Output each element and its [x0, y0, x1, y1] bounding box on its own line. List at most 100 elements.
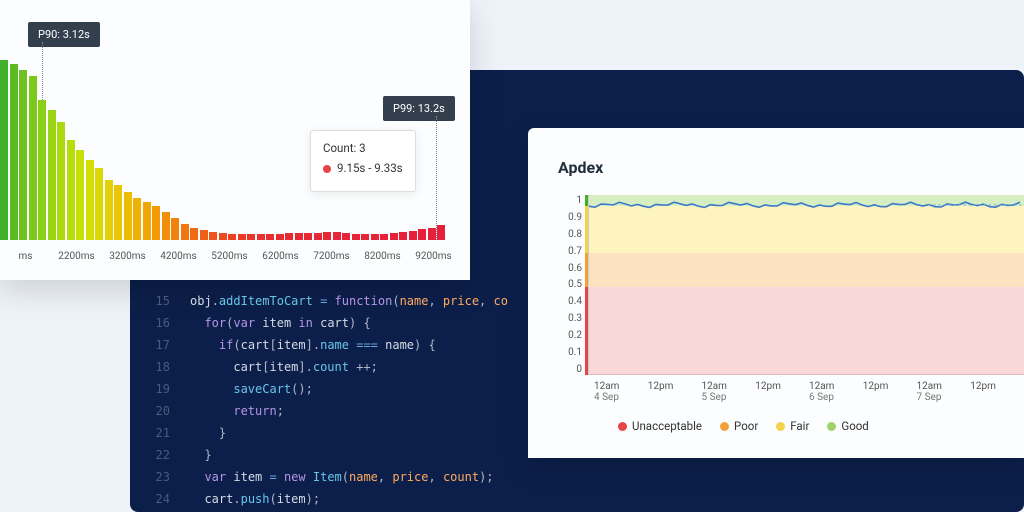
histogram-bar[interactable] [247, 234, 255, 240]
histogram-bar[interactable] [238, 234, 246, 240]
histogram-bar[interactable] [76, 150, 84, 240]
x-tick: 12pm [648, 381, 702, 403]
histogram-bar[interactable] [276, 234, 284, 240]
histogram-bar[interactable] [323, 232, 331, 240]
histogram-bar[interactable] [67, 140, 75, 240]
legend-item: Unacceptable [618, 419, 702, 433]
x-tick: 12am7 Sep [917, 381, 971, 403]
line-number: 16 [130, 312, 170, 334]
histogram-bar[interactable] [219, 233, 227, 240]
histogram-bar[interactable] [409, 231, 417, 240]
legend-item: Fair [776, 419, 809, 433]
histogram-bar[interactable] [304, 233, 312, 240]
histogram-bar[interactable] [209, 232, 217, 240]
histogram-bar[interactable] [190, 228, 198, 240]
histogram-bar[interactable] [399, 232, 407, 240]
histogram-bar[interactable] [19, 70, 27, 240]
histogram-bar[interactable] [228, 234, 236, 240]
y-tick: 1 [558, 195, 582, 206]
line-number: 21 [130, 422, 170, 444]
y-tick: 0.3 [558, 313, 582, 324]
apdex-panel: Apdex 10.90.80.70.60.50.40.30.20.10 12am… [528, 128, 1024, 458]
histogram-bar[interactable] [333, 232, 341, 240]
y-tick: 0.4 [558, 296, 582, 307]
y-tick: 0.2 [558, 330, 582, 341]
code-line: 15obj.addItemToCart = function(name, pri… [130, 290, 508, 312]
code-text: } [190, 422, 226, 444]
histogram-bar[interactable] [38, 100, 46, 240]
x-tick: 7200ms [306, 251, 357, 262]
code-text: cart.push(item); [190, 488, 320, 510]
bar-tooltip: Count: 3 9.15s - 9.33s [310, 130, 416, 192]
code-text: } [190, 444, 212, 466]
histogram-bar[interactable] [380, 234, 388, 240]
histogram-bar[interactable] [95, 168, 103, 240]
histogram-bar[interactable] [86, 160, 94, 240]
histogram-bar[interactable] [285, 233, 293, 240]
y-tick: 0 [558, 364, 582, 375]
histogram-bar[interactable] [437, 225, 445, 240]
apdex-band [589, 206, 1024, 253]
histogram-bar[interactable] [390, 233, 398, 240]
code-text: obj.addItemToCart = function(name, price… [190, 290, 508, 312]
histogram-bar[interactable] [352, 234, 360, 240]
histogram-bar[interactable] [371, 234, 379, 240]
histogram-bar[interactable] [171, 218, 179, 240]
tooltip-count: Count: 3 [323, 141, 403, 155]
code-line: 24 cart.push(item); [130, 488, 508, 510]
histogram-bar[interactable] [181, 224, 189, 240]
line-number: 19 [130, 378, 170, 400]
y-tick: 0.8 [558, 229, 582, 240]
x-tick: 8200ms [357, 251, 408, 262]
histogram-bar[interactable] [266, 234, 274, 240]
latency-histogram-panel: P90: 3.12s P99: 13.2s ms2200ms3200ms4200… [0, 0, 470, 280]
tooltip-range: 9.15s - 9.33s [337, 161, 403, 175]
apdex-y-strip [585, 206, 588, 253]
line-number: 22 [130, 444, 170, 466]
histogram-bar[interactable] [342, 233, 350, 240]
legend-item: Poor [720, 419, 758, 433]
histogram-bar[interactable] [29, 76, 37, 240]
x-tick: 12am4 Sep [594, 381, 648, 403]
y-tick: 0.6 [558, 263, 582, 274]
code-text: return; [190, 400, 284, 422]
histogram-bar[interactable] [124, 192, 132, 240]
line-number: 23 [130, 466, 170, 488]
histogram-bar[interactable] [295, 233, 303, 240]
line-number: 17 [130, 334, 170, 356]
histogram-bar[interactable] [361, 234, 369, 240]
histogram-bar[interactable] [114, 185, 122, 240]
y-tick: 0.7 [558, 246, 582, 257]
histogram-bar[interactable] [418, 229, 426, 240]
code-line: 18 cart[item].count ++; [130, 356, 508, 378]
histogram-bar[interactable] [143, 202, 151, 240]
x-tick: 4200ms [153, 251, 204, 262]
code-text: cart[item].count ++; [190, 356, 378, 378]
apdex-band [589, 253, 1024, 287]
histogram-bar[interactable] [10, 64, 18, 240]
histogram-bar[interactable] [162, 212, 170, 240]
code-text: if(cart[item].name === name) { [190, 334, 436, 356]
histogram-bar[interactable] [57, 122, 65, 240]
line-number: 20 [130, 400, 170, 422]
histogram-bar[interactable] [152, 206, 160, 240]
histogram-bar[interactable] [428, 228, 436, 240]
code-line: 16 for(var item in cart) { [130, 312, 508, 334]
histogram-bar[interactable] [314, 233, 322, 240]
histogram-bar[interactable] [257, 234, 265, 240]
code-text: saveCart(); [190, 378, 313, 400]
x-tick: 12am5 Sep [702, 381, 756, 403]
histogram-bar[interactable] [48, 110, 56, 240]
histogram-bar[interactable] [0, 60, 8, 240]
x-tick: 12am6 Sep [809, 381, 863, 403]
apdex-plot[interactable] [588, 195, 1024, 375]
histogram-bar[interactable] [200, 230, 208, 240]
histogram-bar[interactable] [133, 198, 141, 240]
histogram-bar[interactable] [105, 180, 113, 240]
tooltip-dot-icon [323, 165, 331, 173]
apdex-title: Apdex [558, 158, 1024, 177]
code-line: 17 if(cart[item].name === name) { [130, 334, 508, 356]
legend-item: Good [827, 419, 868, 433]
y-tick: 0.5 [558, 279, 582, 290]
x-tick: 9200ms [408, 251, 459, 262]
